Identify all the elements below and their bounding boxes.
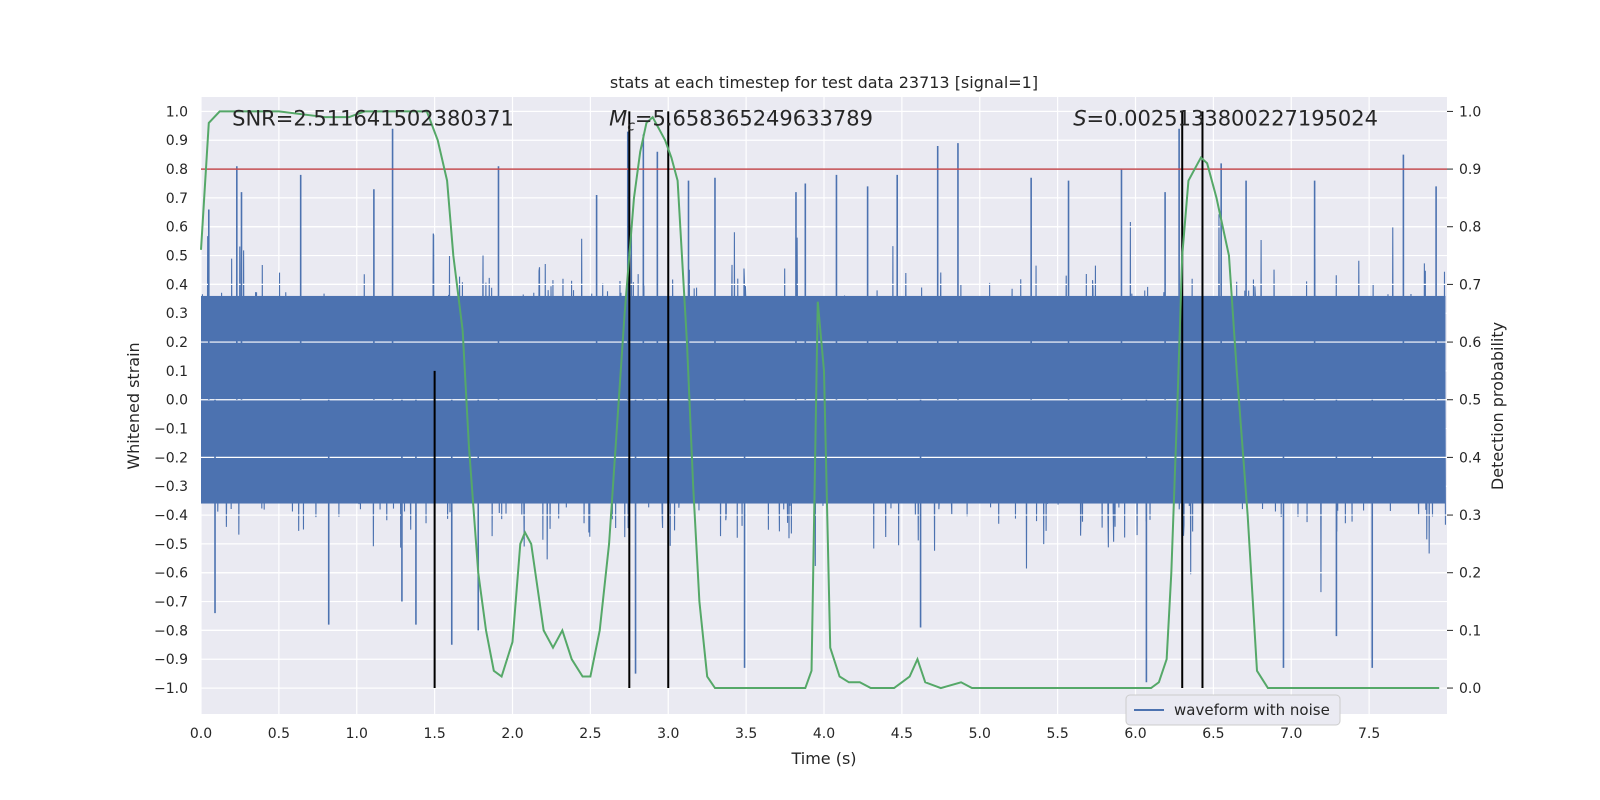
left-y-tick-label: 0.0 [166, 393, 188, 409]
left-y-tick-label: −0.7 [154, 595, 188, 611]
chart-title: stats at each timestep for test data 237… [610, 73, 1038, 92]
left-y-tick-label: −0.9 [154, 652, 188, 668]
left-y-tick-label: 0.7 [166, 191, 188, 207]
right-y-tick-label: 0.3 [1459, 508, 1481, 524]
right-y-tick-label: 1.0 [1459, 104, 1481, 120]
annotation-2: Mc=5.658365249633789 [609, 107, 873, 135]
x-tick-label: 0.0 [190, 726, 212, 742]
x-tick-label: 6.5 [1202, 726, 1224, 742]
left-y-tick-label: −0.3 [154, 479, 188, 495]
annotation-1: SNR=2.511641502380371 [232, 107, 514, 131]
annotations: SNR=2.511641502380371 Mc=5.65836524963378… [232, 107, 1378, 135]
right-y-tick-label: 0.7 [1459, 277, 1481, 293]
annotation-3: S=0.0025133800227195024 [1073, 107, 1378, 131]
left-y-tick-label: 0.3 [166, 306, 188, 322]
left-y-tick-label: 0.8 [166, 162, 188, 178]
right-y-tick-label: 0.8 [1459, 220, 1481, 236]
left-y-tick-label: 0.2 [166, 335, 188, 351]
left-y-tick-label: −0.4 [154, 508, 188, 524]
x-tick-label: 2.5 [579, 726, 601, 742]
annotation-value: =5.658365249633789 [635, 107, 873, 131]
x-tick-label: 0.5 [268, 726, 290, 742]
x-axis-ticks: 0.0 0.5 1.0 1.5 2.0 2.5 3.0 3.5 4.0 4.5 5.0 5.5 6.0 6… [190, 726, 1380, 742]
right-y-tick-label: 0.2 [1459, 566, 1481, 582]
x-tick-label: 3.0 [657, 726, 679, 742]
left-y-tick-label: 0.6 [166, 220, 188, 236]
x-tick-label: 7.5 [1358, 726, 1380, 742]
right-y-tick-label: 0.9 [1459, 162, 1481, 178]
right-y-tick-label: 0.0 [1459, 681, 1481, 697]
left-y-tick-label: 0.4 [166, 277, 188, 293]
legend-label-waveform: waveform with noise [1174, 701, 1330, 719]
x-tick-label: 5.0 [969, 726, 991, 742]
right-y-tick-label: 0.1 [1459, 623, 1481, 639]
right-y-axis-label: Detection probability [1488, 322, 1507, 490]
right-y-tick-label: 0.5 [1459, 393, 1481, 409]
vertical-markers [433, 111, 1204, 689]
x-tick-label: 3.5 [735, 726, 757, 742]
x-tick-label: 4.0 [813, 726, 835, 742]
x-tick-label: 4.5 [891, 726, 913, 742]
left-y-tick-label: −0.6 [154, 566, 188, 582]
detection-probability-line [200, 110, 1440, 690]
x-axis-label: Time (s) [790, 749, 856, 768]
left-y-axis-label: Whitened strain [124, 342, 143, 469]
x-tick-label: 2.0 [501, 726, 523, 742]
x-tick-label: 5.5 [1046, 726, 1068, 742]
left-y-tick-label: 1.0 [166, 104, 188, 120]
waveform-spikes [207, 128, 1437, 683]
annotation-value: =0.0025133800227195024 [1087, 107, 1379, 131]
left-y-tick-label: −0.5 [154, 537, 188, 553]
x-tick-label: 1.5 [423, 726, 445, 742]
legend: waveform with noise [1125, 694, 1341, 726]
x-tick-label: 7.0 [1280, 726, 1302, 742]
left-y-tick-label: 0.9 [166, 133, 188, 149]
detection-probability-series [200, 110, 1440, 690]
x-tick-label: 6.0 [1124, 726, 1146, 742]
left-y-tick-label: −0.8 [154, 623, 188, 639]
annotation-subscript: c [627, 119, 635, 135]
annotation-symbol: S [1073, 107, 1086, 131]
left-y-tick-label: 0.5 [166, 249, 188, 265]
right-y-tick-label: 0.4 [1459, 450, 1481, 466]
left-y-tick-label: 0.1 [166, 364, 188, 380]
legend-box [1125, 694, 1341, 726]
annotation-symbol: M [609, 107, 627, 131]
x-tick-label: 1.0 [346, 726, 368, 742]
left-y-tick-label: −0.1 [154, 422, 188, 438]
left-y-tick-label: −1.0 [154, 681, 188, 697]
left-y-tick-label: −0.2 [154, 450, 188, 466]
right-y-axis-ticks: 1.0 0.9 0.8 0.7 0.6 0.5 0.4 0.3 0.2 0.1 0.0 [1447, 104, 1481, 697]
right-y-tick-label: 0.6 [1459, 335, 1481, 351]
left-y-axis-ticks: 1.0 0.9 0.8 0.7 0.6 0.5 0.4 0.3 0.2 0.1 0.0 −0.1 −0.… [154, 104, 188, 697]
